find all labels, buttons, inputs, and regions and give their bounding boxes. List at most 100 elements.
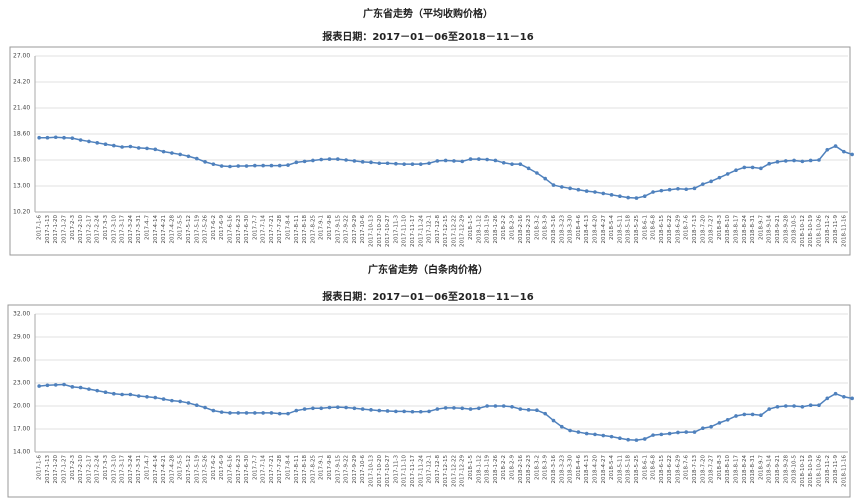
point [385,161,390,166]
x-tick-label: 2018-11-16 [841,455,847,487]
point [62,135,66,140]
x-tick-label: 2017-9-22 [344,455,350,483]
x-tick-label: 2017-1-20 [53,215,59,244]
point [576,430,581,434]
x-tick-label: 2017-9-22 [344,215,350,243]
chart-title: 广东省走势（白条肉价格） [368,263,488,276]
point [236,411,241,415]
point [203,405,207,410]
x-tick-label: 2017-11-17 [410,215,416,247]
x-tick-label: 2018-5-18 [626,455,632,484]
x-tick-label: 2017-10-20 [377,215,383,247]
point [37,384,41,388]
x-tick-label: 2018-3-16 [551,455,557,484]
x-tick-label: 2017-10-27 [385,455,391,487]
point [153,395,158,400]
x-tick-label: 2017-12-1 [427,455,433,483]
point [833,391,838,396]
x-tick-label: 2017-9-1 [319,455,325,480]
point [709,424,713,429]
x-tick-label: 2017-12-1 [427,215,433,243]
point [460,406,465,411]
point [651,433,655,437]
point [493,404,498,408]
point [618,194,622,199]
x-tick-label: 2017-6-30 [244,455,250,484]
x-tick-label: 2017-2-3 [70,215,76,240]
x-tick-label: 2017-4-28 [169,455,175,484]
point [194,156,199,161]
point [775,160,780,164]
x-tick-label: 2017-1-20 [53,455,59,484]
point [750,412,755,417]
x-tick-label: 2017-9-8 [327,215,333,240]
x-tick-label: 2017-7-14 [261,215,267,244]
point [559,424,564,429]
point [360,160,365,164]
y-tick-label: 15.80 [13,157,30,164]
x-tick-label: 2017-9-8 [327,455,333,480]
point [584,189,589,193]
x-tick-label: 2018-10-12 [800,455,806,487]
x-tick-label: 2017-6-9 [219,455,225,480]
point [518,407,523,411]
point [543,176,547,181]
point [443,158,448,163]
point [53,383,58,387]
point [460,159,465,164]
point [775,404,780,409]
x-tick-label: 2018-2-23 [526,215,532,244]
x-tick-label: 2017-4-14 [153,215,159,244]
x-tick-label: 2018-10-5 [792,215,798,244]
x-tick-label: 2018-9-7 [758,215,764,240]
point [87,139,91,144]
x-tick-label: 2018-6-8 [651,215,657,240]
x-tick-label: 2018-1-26 [493,455,499,484]
point [510,404,514,409]
point [568,428,572,433]
x-tick-label: 2017-2-3 [70,455,76,480]
x-tick-label: 2017-6-30 [244,215,250,244]
point [642,194,647,199]
x-tick-label: 2017-8-4 [286,455,292,480]
point [418,409,423,414]
point [427,161,431,166]
x-tick-label: 2017-3-3 [103,215,109,240]
point [369,408,373,412]
point [128,392,133,397]
point [178,152,182,157]
x-tick-label: 2017-5-5 [178,455,184,480]
point [692,186,697,191]
x-tick-label: 2017-10-13 [368,455,374,487]
point [145,146,149,151]
x-tick-label: 2018-3-2 [534,455,540,480]
point [418,162,423,166]
x-tick-label: 2017-6-2 [211,455,217,480]
point [112,391,116,396]
point [634,438,639,442]
point [825,147,830,152]
x-tick-label: 2017-8-18 [302,455,308,484]
x-tick-label: 2017-6-23 [236,215,242,244]
x-tick-label: 2017-11-10 [402,215,408,247]
x-tick-label: 2017-12-22 [451,215,457,247]
point [501,160,506,165]
point [45,383,50,388]
x-tick-label: 2017-7-21 [269,455,275,483]
x-tick-label: 2017-8-18 [302,215,308,244]
x-tick-label: 2018-9-28 [783,455,789,484]
point [78,385,83,390]
point [128,144,133,149]
point [377,408,382,413]
x-tick-label: 2018-4-27 [601,215,607,244]
x-tick-label: 2017-1-6 [37,455,43,480]
x-tick-label: 2017-8-4 [286,215,292,240]
x-tick-label: 2018-2-23 [526,455,532,484]
point [194,403,199,408]
point [327,157,332,161]
point [170,151,174,155]
point [518,162,523,166]
point [792,158,796,163]
x-tick-label: 2018-1-19 [485,455,491,484]
x-tick-label: 2018-9-14 [767,215,773,244]
